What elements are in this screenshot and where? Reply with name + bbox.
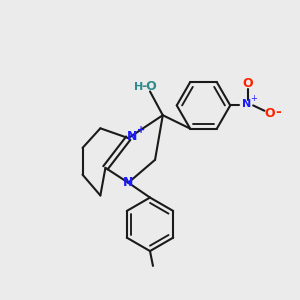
Text: O: O <box>243 76 254 90</box>
Text: N: N <box>127 130 137 142</box>
Text: N: N <box>123 176 134 189</box>
Text: H: H <box>134 82 144 92</box>
Text: -: - <box>275 105 281 119</box>
Text: N: N <box>242 99 251 109</box>
Text: O: O <box>265 107 275 120</box>
Text: -O: -O <box>142 80 157 94</box>
Text: +: + <box>137 125 145 135</box>
Text: +: + <box>250 94 256 103</box>
